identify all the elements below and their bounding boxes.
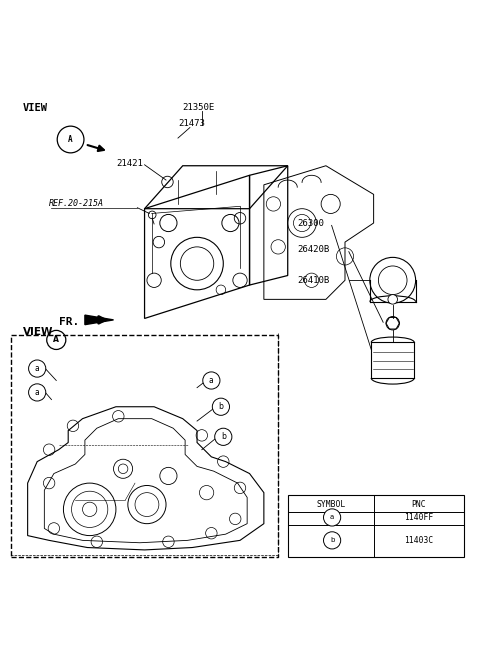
Text: 26420B: 26420B [297,245,329,254]
Text: 21421: 21421 [116,159,143,168]
Text: PNC: PNC [412,500,426,509]
Text: FR.: FR. [59,318,79,327]
Circle shape [324,532,341,549]
Circle shape [29,360,46,377]
Circle shape [203,372,220,389]
Text: b: b [218,402,223,411]
Text: 11403C: 11403C [404,536,433,545]
Bar [288,495,464,557]
Text: a: a [35,364,39,373]
Text: b: b [221,432,226,441]
Circle shape [29,384,46,401]
Text: VIEW: VIEW [23,327,53,337]
Circle shape [212,398,229,415]
Circle shape [215,428,232,445]
Text: 26300: 26300 [297,218,324,228]
Text: REF.20-215A: REF.20-215A [49,199,104,209]
Text: a: a [35,388,39,397]
Circle shape [388,295,397,304]
Text: A: A [53,335,59,344]
Text: a: a [330,514,334,520]
Text: 1140FF: 1140FF [404,513,433,522]
Text: b: b [330,537,334,543]
Text: A: A [68,135,73,144]
Polygon shape [85,315,114,325]
Circle shape [324,509,341,526]
Text: a: a [209,376,214,385]
Text: SYMBOL: SYMBOL [316,500,345,509]
Text: 21350E: 21350E [183,102,215,112]
Text: VIEW: VIEW [23,102,48,113]
Text: 21473: 21473 [178,119,205,129]
Text: 26410B: 26410B [297,276,329,285]
